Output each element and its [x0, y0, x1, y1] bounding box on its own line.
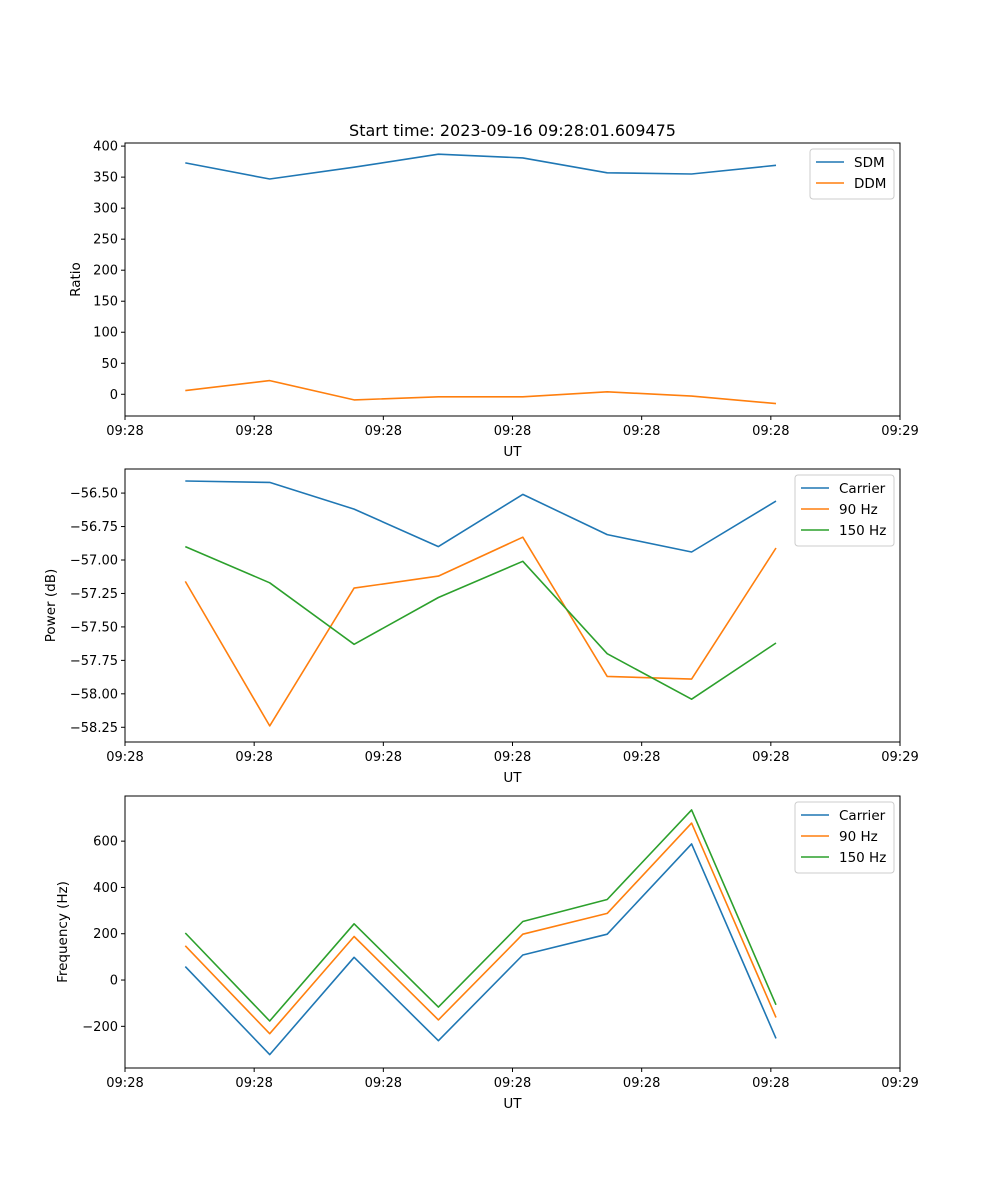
y-tick-label: −56.50	[70, 487, 118, 502]
axes-frame	[124, 795, 901, 1069]
x-tick-label: 09:28	[365, 750, 402, 765]
legend-box	[794, 801, 895, 874]
y-tick-label: 100	[93, 326, 118, 341]
series-line-150-hz	[184, 809, 777, 1022]
y-tick-label: 400	[93, 140, 118, 155]
series-line-carrier	[184, 843, 777, 1056]
series-line-carrier	[185, 480, 777, 553]
axes-frame	[124, 142, 901, 417]
y-axis-label: Ratio	[68, 262, 84, 297]
x-axis-label: UT	[503, 770, 522, 786]
x-tick-label: 09:28	[365, 424, 402, 439]
y-tick-label: 600	[93, 835, 118, 850]
x-axis-label: UT	[503, 444, 522, 460]
y-tick-label: −57.75	[70, 654, 118, 669]
subplot-2: 09:28 09:28 09:28 09:28 09:28 09:28 09:29 −58.2…	[43, 468, 919, 786]
subplots: 09:28 09:28 09:28 09:28 09:28 09:28 09:29 0 50 10…	[43, 140, 919, 1112]
x-tick-label: 09:28	[106, 1076, 143, 1091]
x-tick-label: 09:28	[623, 750, 660, 765]
y-tick-label: −200	[82, 1020, 118, 1035]
y-tick-label: −57.00	[70, 554, 118, 569]
x-tick-label: 09:29	[881, 424, 918, 439]
y-axis-label: Power (dB)	[43, 569, 59, 642]
y-tick-label: 150	[93, 295, 118, 310]
legend-label: 90 Hz	[839, 502, 878, 518]
legend: Carrier 90 Hz 150 Hz	[794, 474, 895, 547]
y-tick-label: −58.25	[70, 721, 118, 736]
y-axis-label: Frequency (Hz)	[55, 881, 71, 983]
legend-label: Carrier	[839, 808, 886, 824]
y-tick-label: 400	[93, 881, 118, 896]
legend-box	[794, 474, 895, 547]
legend-label: SDM	[854, 155, 885, 171]
x-tick-label: 09:28	[494, 424, 531, 439]
x-tick-label: 09:28	[494, 750, 531, 765]
x-tick-label: 09:28	[365, 1076, 402, 1091]
subplot-1: 09:28 09:28 09:28 09:28 09:28 09:28 09:29 0 50 10…	[68, 140, 919, 460]
series-line-ddm	[185, 379, 777, 405]
x-tick-label: 09:28	[235, 424, 272, 439]
x-tick-label: 09:29	[881, 750, 918, 765]
legend: Carrier 90 Hz 150 Hz	[794, 801, 895, 874]
x-tick-label: 09:28	[106, 750, 143, 765]
y-tick-label: 50	[101, 357, 118, 372]
y-tick-label: −57.50	[70, 620, 118, 635]
y-tick-label: 350	[93, 171, 118, 186]
x-tick-label: 09:29	[881, 1076, 918, 1091]
y-tick-label: 300	[93, 202, 118, 217]
series-line-sdm	[185, 153, 777, 180]
legend: SDM DDM	[809, 148, 895, 200]
legend-label: 90 Hz	[839, 829, 878, 845]
legend-label: 150 Hz	[839, 850, 886, 866]
y-tick-label: −56.75	[70, 520, 118, 535]
subplot-3: 09:28 09:28 09:28 09:28 09:28 09:28 09:29 −200 0…	[55, 795, 919, 1112]
figure-title: Start time: 2023-09-16 09:28:01.609475	[349, 121, 676, 140]
series-line-90-hz	[184, 822, 777, 1035]
series-line-90-hz	[184, 536, 777, 727]
axes-frame	[124, 468, 901, 743]
x-tick-label: 09:28	[494, 1076, 531, 1091]
y-tick-label: −58.00	[70, 687, 118, 702]
x-tick-label: 09:28	[623, 424, 660, 439]
legend-label: Carrier	[839, 481, 886, 497]
y-tick-label: 200	[93, 927, 118, 942]
legend-label: DDM	[854, 176, 886, 192]
x-tick-label: 09:28	[752, 424, 789, 439]
y-tick-label: −57.25	[70, 587, 118, 602]
x-tick-label: 09:28	[235, 1076, 272, 1091]
x-tick-label: 09:28	[623, 1076, 660, 1091]
x-axis-label: UT	[503, 1096, 522, 1112]
legend-label: 150 Hz	[839, 523, 886, 539]
x-tick-label: 09:28	[235, 750, 272, 765]
x-tick-label: 09:28	[752, 1076, 789, 1091]
x-tick-label: 09:28	[106, 424, 143, 439]
y-tick-label: 0	[110, 388, 118, 403]
y-tick-label: 0	[110, 974, 118, 989]
y-tick-label: 250	[93, 233, 118, 248]
x-tick-label: 09:28	[752, 750, 789, 765]
y-tick-label: 200	[93, 264, 118, 279]
series-line-150-hz	[184, 545, 777, 701]
